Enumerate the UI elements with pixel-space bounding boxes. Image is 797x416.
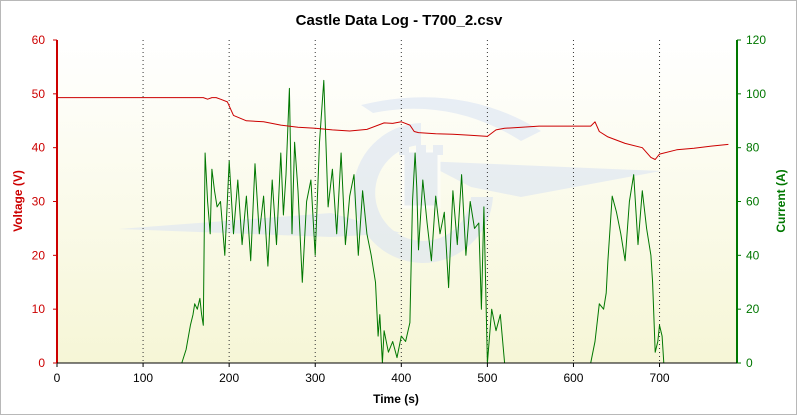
- x-tick-label: 200: [219, 371, 239, 385]
- y-right-tick-label: 100: [746, 87, 766, 101]
- x-tick-label: 0: [54, 371, 61, 385]
- y-left-tick-label: 20: [32, 248, 46, 262]
- y-left-tick-label: 60: [32, 33, 46, 47]
- x-tick-label: 700: [650, 371, 670, 385]
- y-left-axis-label: Voltage (V): [11, 170, 25, 232]
- y-right-tick-label: 40: [746, 248, 760, 262]
- y-right-tick-label: 60: [746, 195, 760, 209]
- y-left-tick-label: 40: [32, 141, 46, 155]
- x-tick-label: 100: [133, 371, 153, 385]
- y-right-tick-label: 120: [746, 33, 766, 47]
- x-tick-label: 500: [477, 371, 497, 385]
- y-left-tick-label: 0: [38, 356, 45, 370]
- y-right-tick-label: 80: [746, 141, 760, 155]
- chart-title: Castle Data Log - T700_2.csv: [296, 12, 503, 29]
- x-tick-label: 400: [391, 371, 411, 385]
- y-left-tick-label: 30: [32, 195, 46, 209]
- x-axis-label: Time (s): [373, 392, 419, 406]
- y-left-tick-label: 50: [32, 87, 46, 101]
- y-right-tick-label: 0: [746, 356, 753, 370]
- ticks-layer: 0 100 200 300 400 500 600 700010203040506002040…: [32, 33, 767, 385]
- x-tick-label: 300: [305, 371, 325, 385]
- plot-area: [57, 40, 737, 363]
- voltage-series-line: [57, 97, 729, 160]
- y-right-axis-label: Current (A): [774, 169, 788, 232]
- x-tick-label: 600: [563, 371, 583, 385]
- y-left-tick-label: 10: [32, 302, 46, 316]
- y-right-tick-label: 20: [746, 302, 760, 316]
